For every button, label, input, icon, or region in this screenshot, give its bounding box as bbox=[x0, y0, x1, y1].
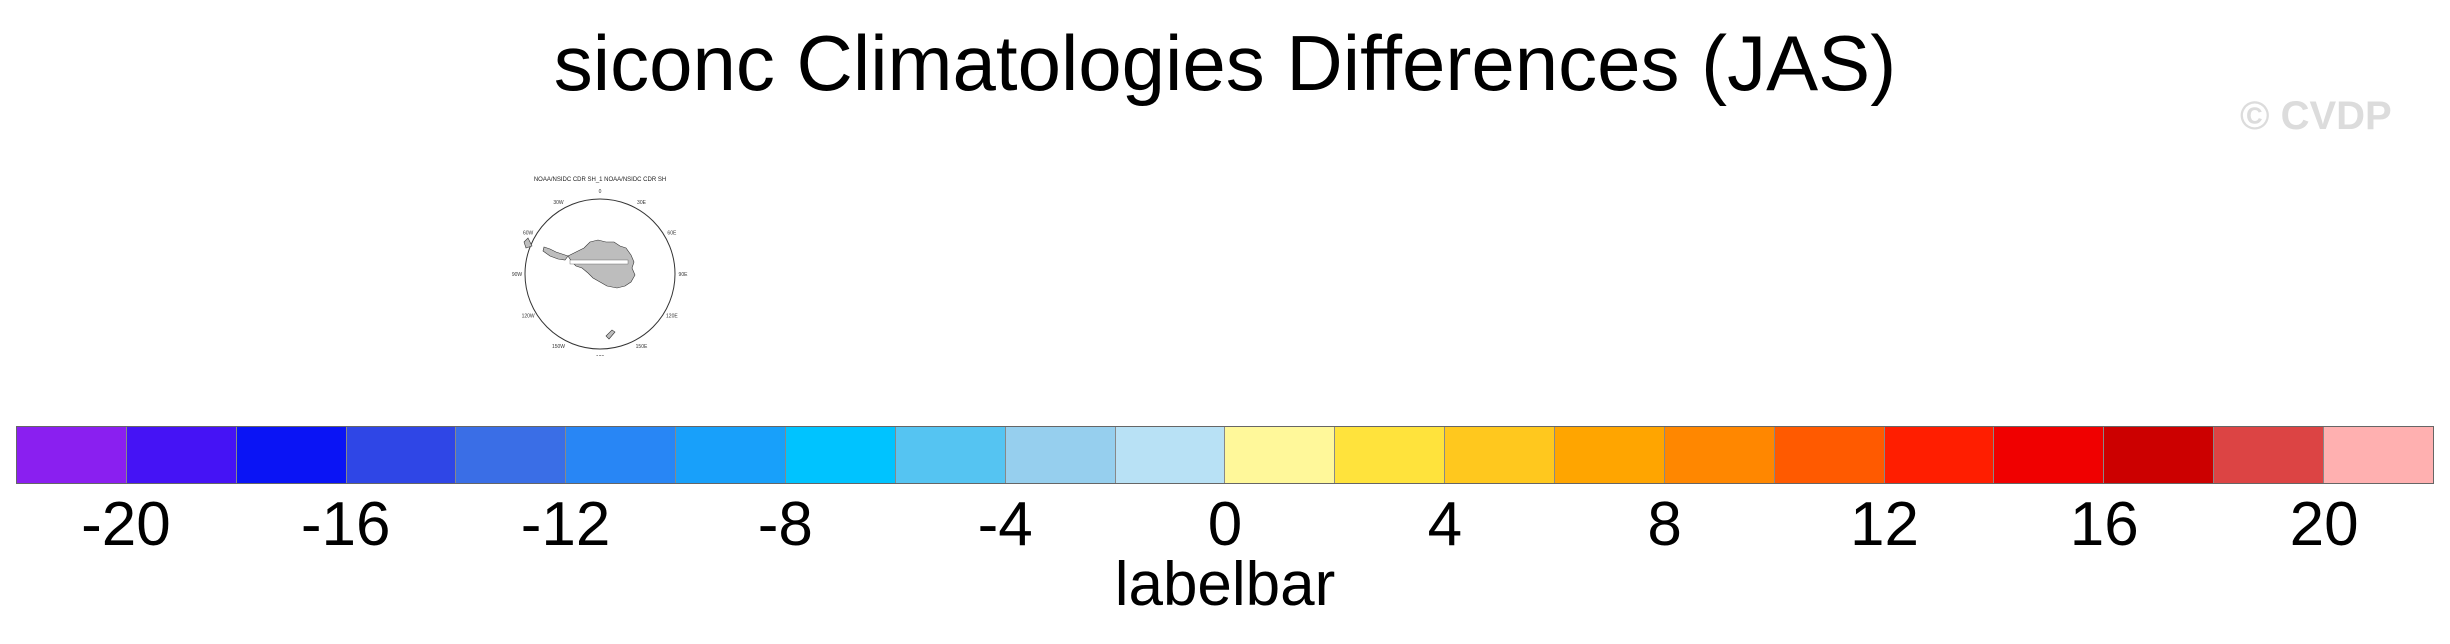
south-america-tip bbox=[523, 237, 533, 249]
labelbar-box-5 bbox=[566, 427, 677, 483]
south-polar-map: 0 30E 60E 90E 120E 150E 180 150W 120W 90W 60W 30W bbox=[512, 189, 688, 356]
color-labelbar bbox=[16, 426, 2434, 484]
tick-label: 8 bbox=[1647, 490, 1682, 559]
labelbar-box-15 bbox=[1664, 427, 1775, 483]
labelbar-box-0 bbox=[17, 427, 127, 483]
cvdp-watermark: © CVDP bbox=[2240, 94, 2392, 138]
data-strip bbox=[569, 259, 629, 265]
longitude-label: 90W bbox=[512, 272, 523, 278]
new-zealand bbox=[605, 329, 616, 340]
labelbar-box-6 bbox=[676, 427, 787, 483]
tick-label: 20 bbox=[2289, 490, 2359, 559]
labelbar-box-11 bbox=[1225, 427, 1336, 483]
tick-label: 12 bbox=[1849, 490, 1919, 559]
longitude-label: 30W bbox=[553, 200, 564, 206]
labelbar-box-12 bbox=[1335, 427, 1446, 483]
labelbar-box-10 bbox=[1115, 427, 1226, 483]
tick-label: 4 bbox=[1427, 490, 1463, 559]
map-boundary-circle bbox=[524, 198, 676, 350]
longitude-label: 90E bbox=[679, 272, 689, 278]
tick-label: 0 bbox=[1207, 490, 1243, 559]
longitude-label: 0 bbox=[599, 189, 602, 195]
labelbar-box-16 bbox=[1774, 427, 1885, 483]
panel-title: NOAA/NSIDC CDR SH_1 NOAA/NSIDC CDR SH bbox=[533, 177, 667, 183]
labelbar-box-18 bbox=[1994, 427, 2105, 483]
labelbar-box-3 bbox=[346, 427, 457, 483]
labelbar-box-9 bbox=[1005, 427, 1116, 483]
longitude-label: 120W bbox=[522, 314, 535, 320]
labelbar-box-13 bbox=[1445, 427, 1556, 483]
labelbar-box-20 bbox=[2214, 427, 2325, 483]
tick-label: -4 bbox=[977, 490, 1033, 559]
plot-title: siconc Climatologies Differences (JAS) bbox=[553, 19, 1897, 107]
labelbar-box-7 bbox=[786, 427, 896, 483]
labelbar-box-21 bbox=[2324, 427, 2433, 483]
tick-label: -20 bbox=[81, 490, 171, 559]
antarctic-peninsula bbox=[542, 246, 569, 261]
longitude-label: 180 bbox=[596, 355, 605, 356]
labelbar-box-1 bbox=[126, 427, 237, 483]
labelbar-box-4 bbox=[456, 427, 567, 483]
longitude-label: 30E bbox=[637, 200, 647, 206]
longitude-labels: 0 30E 60E 90E 120E 150E 180 150W 120W 90W 60W 30W bbox=[512, 189, 688, 356]
tick-label: -8 bbox=[757, 490, 813, 559]
longitude-label: 60W bbox=[523, 231, 534, 237]
longitude-label: 60E bbox=[667, 231, 677, 237]
labelbar-caption: labelbar bbox=[1114, 550, 1336, 619]
labelbar-box-14 bbox=[1555, 427, 1665, 483]
labelbar-box-17 bbox=[1884, 427, 1995, 483]
tick-label: -16 bbox=[300, 490, 391, 559]
labelbar-box-2 bbox=[236, 427, 347, 483]
longitude-label: 120E bbox=[666, 314, 678, 320]
polar-map-panel: NOAA/NSIDC CDR SH_1 NOAA/NSIDC CDR SH 0 3… bbox=[510, 176, 690, 356]
longitude-label: 150W bbox=[552, 344, 565, 350]
labelbar-box-8 bbox=[895, 427, 1006, 483]
tick-label: 16 bbox=[2069, 490, 2139, 559]
tick-label: -12 bbox=[520, 490, 611, 559]
labelbar-box-19 bbox=[2104, 427, 2215, 483]
longitude-label: 150E bbox=[636, 344, 648, 350]
